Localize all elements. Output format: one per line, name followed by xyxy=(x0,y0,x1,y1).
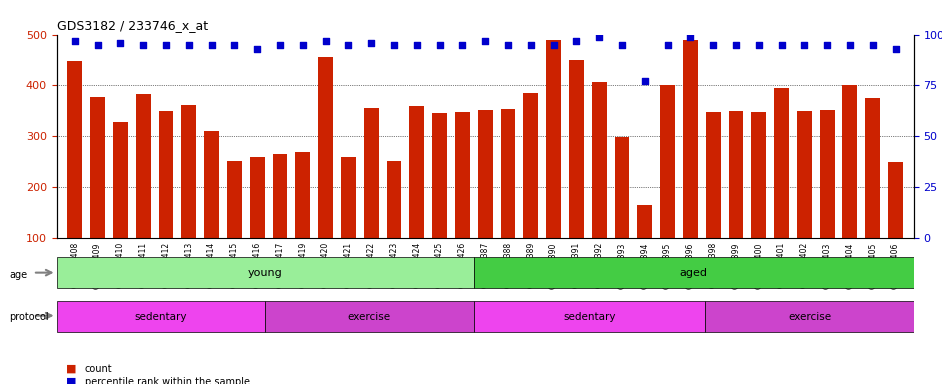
Bar xyxy=(866,98,880,289)
Bar xyxy=(524,93,538,289)
Point xyxy=(797,42,812,48)
Bar xyxy=(386,161,401,289)
Point xyxy=(181,42,196,48)
Point xyxy=(67,38,82,44)
FancyBboxPatch shape xyxy=(474,257,914,288)
Point xyxy=(728,42,743,48)
Bar xyxy=(455,113,470,289)
Point xyxy=(592,33,607,40)
Text: exercise: exercise xyxy=(348,312,391,322)
Point xyxy=(250,46,265,52)
Bar xyxy=(820,110,835,289)
Bar xyxy=(797,111,812,289)
Point xyxy=(660,42,675,48)
Text: GDS3182 / 233746_x_at: GDS3182 / 233746_x_at xyxy=(57,19,207,32)
Point xyxy=(614,42,629,48)
Point xyxy=(158,42,173,48)
Text: percentile rank within the sample: percentile rank within the sample xyxy=(85,377,250,384)
Point xyxy=(227,42,242,48)
FancyBboxPatch shape xyxy=(57,257,474,288)
Bar xyxy=(410,106,424,289)
Bar xyxy=(683,40,698,289)
Point xyxy=(341,42,356,48)
Point xyxy=(90,42,106,48)
Bar xyxy=(660,86,674,289)
Bar xyxy=(90,97,105,289)
Bar xyxy=(478,110,493,289)
Bar xyxy=(706,113,721,289)
Point xyxy=(500,42,515,48)
Point xyxy=(409,42,424,48)
Point xyxy=(774,42,789,48)
Bar xyxy=(250,157,265,289)
Point xyxy=(751,42,766,48)
Bar xyxy=(204,131,219,289)
Bar xyxy=(227,161,242,289)
FancyBboxPatch shape xyxy=(265,301,474,332)
Bar xyxy=(136,94,151,289)
Bar xyxy=(158,111,173,289)
Text: ■: ■ xyxy=(66,377,76,384)
Text: sedentary: sedentary xyxy=(563,312,616,322)
Bar xyxy=(774,88,788,289)
Point xyxy=(842,42,857,48)
Point xyxy=(637,78,652,84)
Point xyxy=(683,33,698,40)
Bar xyxy=(272,154,287,289)
Text: sedentary: sedentary xyxy=(135,312,187,322)
Text: ■: ■ xyxy=(66,364,76,374)
Bar xyxy=(888,162,903,289)
Point xyxy=(706,42,721,48)
Bar xyxy=(341,157,356,289)
Text: aged: aged xyxy=(679,268,707,278)
Point xyxy=(204,42,219,48)
Point xyxy=(478,38,493,44)
Text: young: young xyxy=(248,268,283,278)
Point xyxy=(455,42,470,48)
Point xyxy=(136,42,151,48)
Point xyxy=(386,42,401,48)
Bar xyxy=(728,111,743,289)
Point xyxy=(888,46,903,52)
Point xyxy=(318,38,333,44)
Bar xyxy=(638,205,652,289)
Bar xyxy=(67,61,82,289)
Text: age: age xyxy=(9,270,27,280)
Bar xyxy=(546,40,560,289)
FancyBboxPatch shape xyxy=(706,301,914,332)
Bar xyxy=(569,60,584,289)
Text: count: count xyxy=(85,364,112,374)
Bar xyxy=(364,108,379,289)
Bar xyxy=(432,113,447,289)
Bar xyxy=(182,105,196,289)
FancyBboxPatch shape xyxy=(57,301,265,332)
FancyBboxPatch shape xyxy=(474,301,706,332)
Text: protocol: protocol xyxy=(9,312,49,322)
Bar xyxy=(752,112,766,289)
Point xyxy=(272,42,287,48)
Bar xyxy=(318,57,333,289)
Point xyxy=(295,42,310,48)
Point xyxy=(820,42,835,48)
Text: exercise: exercise xyxy=(788,312,831,322)
Point xyxy=(113,40,128,46)
Point xyxy=(865,42,880,48)
Bar xyxy=(592,82,607,289)
Point xyxy=(523,42,538,48)
Point xyxy=(364,40,379,46)
Point xyxy=(546,42,561,48)
Bar xyxy=(500,109,515,289)
Bar xyxy=(842,86,857,289)
Bar xyxy=(113,122,128,289)
Point xyxy=(569,38,584,44)
Bar xyxy=(296,152,310,289)
Point xyxy=(432,42,447,48)
Bar xyxy=(614,137,629,289)
